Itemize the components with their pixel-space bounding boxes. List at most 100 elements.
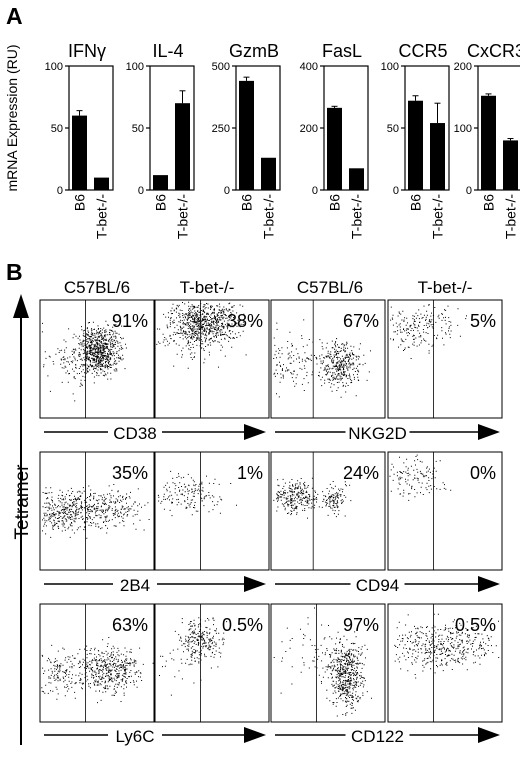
gate-percent: 35% [112,463,148,483]
gate-percent: 38% [227,311,263,331]
y-tick-label: 50 [387,123,399,135]
tetramer-axis-label: Tetramer [12,464,33,540]
bar-T-bet-/- [175,103,190,190]
bar-chart-5: CCR5 0 50 100 B6 T-bet-/- [381,41,450,239]
bar-T-bet-/- [94,177,109,190]
marker-axis: 2B4 [44,576,266,595]
bar-B6 [72,115,87,190]
flow-events [41,319,127,402]
category-label: B6 [481,194,497,211]
bar-B6 [239,80,254,190]
flow-plot-frame [270,299,386,419]
flow-plot-frame [39,451,155,571]
marker-label: 2B4 [120,576,150,595]
flow-events [389,454,452,501]
y-tick-label: 0 [466,185,472,197]
bar-charts: IFNγ 0 50 100 B6 T-bet-/- IL-4 0 50 100 B6 T-bet-/-… [45,41,520,239]
y-tick-label: 100 [45,61,63,73]
marker-label: CD38 [113,424,156,443]
flow-plot: 91% [39,299,155,419]
category-label: T-bet-/- [261,194,277,239]
bar-chart-title: GzmB [229,41,279,61]
panel-a-ylabel: mRNA Expression (RU) [4,44,20,191]
gate-percent: 5% [470,311,496,331]
bar-T-bet-/- [261,157,276,190]
bar-chart-title: CCR5 [398,41,447,61]
column-header: C57BL/6 [297,278,363,297]
marker-axis: CD94 [275,576,500,595]
bar-T-bet-/- [349,168,364,190]
flow-events [273,607,372,717]
category-label: T-bet-/- [503,194,519,239]
bar-B6 [153,175,168,190]
flow-plot: 97% [270,603,386,723]
flow-plot-frame [154,299,270,419]
bar-chart-title: IL-4 [152,41,183,61]
flow-row-2: 35% 1% 24% 0% 2B4 CD94 [39,451,503,595]
flow-events [273,477,352,519]
bar-chart-title: IFNγ [68,41,106,61]
bar-T-bet-/- [503,140,518,190]
flow-plot: 0.5% [387,603,503,723]
y-tick-label: 0 [393,185,399,197]
flow-plot: 63% [39,603,155,723]
bar-chart-3: GzmB 0 250 500 B6 T-bet-/- [212,41,281,239]
category-label: B6 [239,194,255,211]
gate-percent: 0.5% [222,615,263,635]
flow-plot-frame [154,451,270,571]
bar-chart-1: IFNγ 0 50 100 B6 T-bet-/- [45,41,114,239]
marker-label: CD94 [356,576,399,595]
tetramer-axis-arrow-head [13,294,29,318]
arrow-head [244,424,266,440]
bar-chart-title: CxCR3 [467,41,520,61]
flow-plot: 24% [270,451,386,571]
panel-b-label: B [6,259,23,285]
flow-plot-frame [387,299,503,419]
column-header: T-bet-/- [418,278,473,297]
category-label: B6 [408,194,424,211]
bar-B6 [481,95,496,190]
y-tick-label: 400 [300,61,318,73]
flow-plot: 0.5% [154,603,270,723]
marker-axis: Ly6C [44,727,266,746]
gate-percent: 97% [343,615,379,635]
gate-percent: 67% [343,311,379,331]
column-header: C57BL/6 [64,278,130,297]
gate-percent: 63% [112,615,148,635]
category-label: B6 [72,194,88,211]
marker-axis: CD122 [275,727,500,746]
gate-percent: 24% [343,463,379,483]
flow-plot-frame [387,451,503,571]
category-label: T-bet-/- [430,194,446,239]
gate-percent: 1% [237,463,263,483]
y-tick-label: 200 [300,123,318,135]
bar-B6 [408,100,423,190]
marker-label: NKG2D [348,424,407,443]
bar-T-bet-/- [430,123,445,190]
y-tick-label: 100 [381,61,399,73]
flow-plot-frame [39,299,155,419]
flow-plot: 5% [387,299,503,419]
category-label: B6 [153,194,169,211]
gate-percent: 0% [470,463,496,483]
arrow-head [478,424,500,440]
y-tick-label: 0 [224,185,230,197]
flow-plot: 35% [39,451,155,571]
flow-plot-frame [270,451,386,571]
flow-plot: 0% [387,451,503,571]
marker-label: Ly6C [115,727,154,746]
flow-events [157,470,237,517]
flow-events [156,301,256,369]
flow-plot: 67% [270,299,386,419]
flow-plot: 38% [154,299,270,419]
marker-axis: CD38 [44,424,266,443]
y-tick-label: 0 [57,185,63,197]
flow-plot-frame [154,603,270,723]
marker-axis: NKG2D [275,424,500,443]
flow-plot-frame [387,603,503,723]
y-tick-label: 50 [132,123,144,135]
category-label: T-bet-/- [349,194,365,239]
flow-cytometry-grid: C57BL/6 T-bet-/- C57BL/6 T-bet-/- 91% 38% 67% 5… [39,278,503,746]
y-tick-label: 0 [312,185,318,197]
